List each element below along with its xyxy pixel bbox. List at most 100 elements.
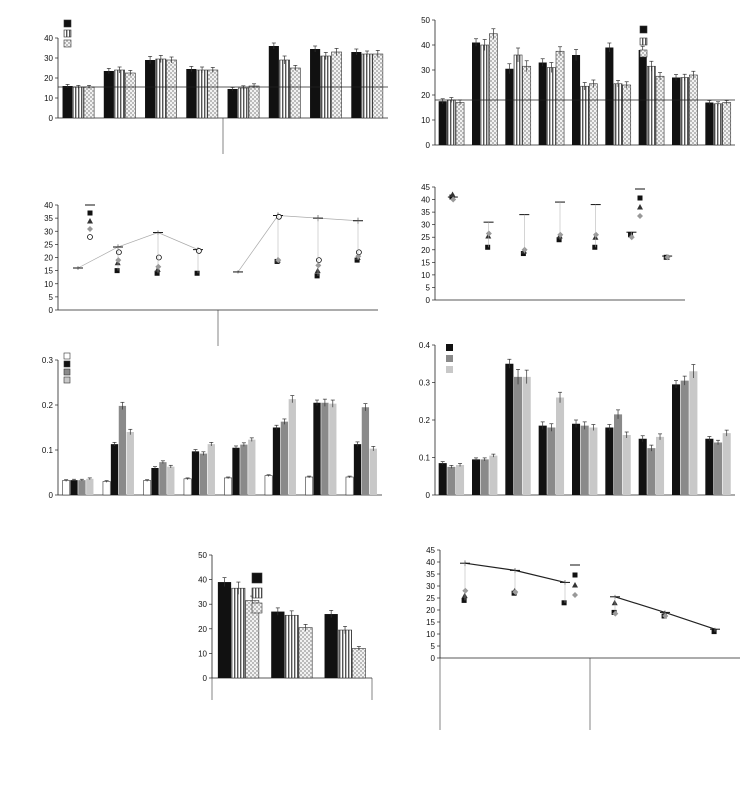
- bar: [722, 102, 732, 146]
- legend-swatch: [63, 368, 71, 376]
- y-tick-label: 50: [198, 551, 207, 560]
- y-tick-label: 50: [421, 16, 430, 25]
- bar: [605, 427, 614, 495]
- bar: [62, 480, 71, 496]
- bar: [232, 447, 240, 495]
- legend-swatch: [63, 39, 72, 48]
- y-tick-label: 20: [426, 606, 435, 615]
- bar: [72, 86, 84, 119]
- marker-cd44v7: [664, 254, 671, 261]
- bar: [288, 399, 296, 495]
- bar: [143, 480, 152, 496]
- bar: [86, 478, 94, 495]
- y-tick-label: 30: [421, 66, 430, 75]
- y-tick-label: 0: [426, 296, 431, 305]
- bar: [217, 582, 232, 678]
- bar: [279, 59, 290, 119]
- y-tick-label: 0.1: [42, 446, 54, 455]
- bar: [722, 433, 731, 495]
- bar: [207, 69, 219, 119]
- marker-cd44: [314, 273, 320, 279]
- marker-cd44: [354, 257, 360, 263]
- panel-b: 0 5 10 15 20 25 30 35 40: [44, 201, 378, 346]
- marker-cd44: [154, 270, 160, 276]
- bar: [62, 86, 73, 118]
- marker-cd49d: [155, 254, 162, 261]
- legend-swatch: [251, 572, 263, 584]
- bar: [680, 77, 690, 146]
- bar: [614, 414, 623, 495]
- bar: [455, 102, 465, 146]
- marker-cd44: [561, 600, 567, 606]
- marker-cd44v6: [461, 592, 468, 599]
- y-tick-label: 0: [426, 141, 431, 150]
- marker-cd44: [711, 629, 717, 635]
- bar: [538, 425, 547, 495]
- marker-cd44: [114, 268, 120, 274]
- bar: [622, 84, 632, 146]
- marker-cd44: [572, 572, 578, 578]
- bar: [522, 376, 531, 495]
- marker-cd44v7: [512, 589, 519, 595]
- y-tick-label: 20: [198, 625, 207, 634]
- legend-swatch: [446, 355, 453, 362]
- bar: [126, 432, 134, 495]
- marker-cd49d: [355, 249, 362, 256]
- y-tick-label: 0: [49, 114, 54, 123]
- y-tick-label: 10: [44, 280, 53, 289]
- marker-cd44v6: [611, 599, 618, 606]
- bar: [547, 427, 556, 495]
- bar: [227, 89, 238, 118]
- marker-cd44v6: [449, 191, 456, 198]
- bar: [369, 448, 377, 495]
- bar: [361, 53, 373, 119]
- bar: [264, 475, 273, 496]
- legend-swatch: [251, 602, 263, 614]
- panel-g: 0 10 20 30 40 50: [198, 551, 373, 700]
- bar: [480, 459, 489, 495]
- bar: [289, 67, 301, 119]
- bar: [505, 68, 514, 145]
- bar: [124, 72, 136, 119]
- bar: [447, 466, 456, 495]
- marker-cd44v7: [662, 613, 669, 619]
- bar: [689, 74, 698, 146]
- bar: [298, 627, 313, 679]
- y-tick-label: 20: [44, 254, 53, 263]
- marker-cd44v7: [155, 263, 162, 270]
- y-tick-label: 0.3: [42, 356, 54, 365]
- y-tick-label: 40: [44, 201, 53, 210]
- y-tick-label: 40: [421, 196, 430, 205]
- marker-cd44: [556, 237, 562, 243]
- bar: [555, 50, 565, 146]
- bar: [231, 587, 246, 679]
- panel-f: 0 0.1 0.2 0.3 0.4: [419, 341, 735, 500]
- bar: [272, 427, 281, 495]
- bar: [705, 102, 714, 145]
- y-tick-label: 0: [431, 654, 436, 663]
- bar: [145, 60, 156, 118]
- bar: [271, 611, 285, 678]
- bar: [489, 33, 498, 146]
- bar: [118, 405, 127, 495]
- bar: [514, 376, 523, 495]
- y-tick-label: 0: [49, 491, 54, 500]
- y-tick-label: 0: [49, 306, 54, 315]
- bar: [438, 101, 447, 145]
- marker-cd44: [520, 251, 526, 257]
- y-tick-label: 40: [44, 34, 53, 43]
- bar: [489, 455, 498, 495]
- bar: [280, 421, 289, 495]
- bar: [248, 439, 256, 495]
- marker-cd44v7: [521, 246, 528, 253]
- y-tick-label: 25: [426, 594, 435, 603]
- y-tick-label: 10: [421, 271, 430, 280]
- bar: [83, 86, 95, 119]
- marker-cd44v6: [572, 582, 578, 588]
- bar: [268, 46, 279, 118]
- y-tick-label: 0: [426, 491, 431, 500]
- bar: [248, 85, 260, 119]
- bar: [547, 67, 556, 146]
- y-tick-label: 30: [421, 221, 430, 230]
- marker-cd49d: [195, 248, 202, 254]
